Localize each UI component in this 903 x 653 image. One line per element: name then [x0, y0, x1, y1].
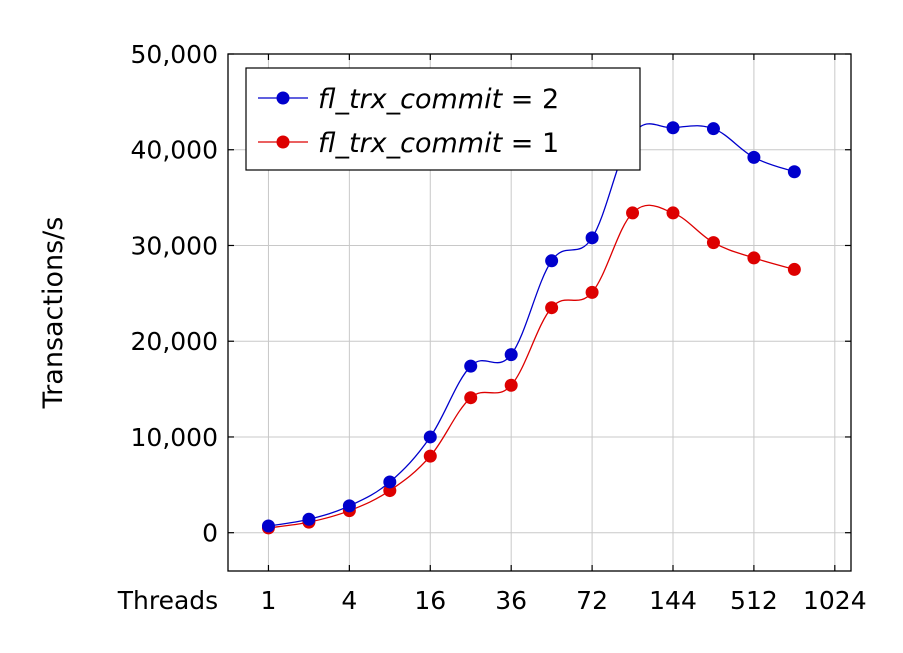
legend-label-part: = 2 — [502, 84, 559, 115]
legend-label-part: _ — [386, 128, 401, 159]
y-tick-label: 20,000 — [131, 327, 218, 356]
data-point — [787, 165, 801, 179]
data-point — [464, 391, 478, 405]
legend-marker — [276, 135, 290, 149]
x-tick-label: 72 — [576, 586, 608, 615]
data-point — [706, 236, 720, 250]
legend-box — [245, 67, 641, 171]
data-point — [383, 475, 397, 489]
data-point — [787, 262, 801, 276]
x-tick-label: 144 — [649, 586, 697, 615]
y-tick-label: 0 — [202, 519, 218, 548]
data-point — [706, 122, 720, 136]
y-tick-labels: 0 10,000 20,000 30,000 40,000 50,000 — [131, 40, 218, 548]
legend-label-part: commit — [400, 84, 503, 115]
legend-marker — [276, 91, 290, 105]
x-tick-label: 1024 — [803, 586, 867, 615]
legend-label-part: = 1 — [502, 128, 559, 159]
x-axis-prefix-label: Threads — [117, 586, 218, 615]
x-tick-label: 36 — [495, 586, 527, 615]
legend-label-part: _ — [334, 128, 349, 159]
legend-label-part: trx — [349, 128, 388, 159]
data-point — [545, 301, 559, 315]
y-axis-label: Transactions/s — [38, 217, 69, 410]
x-tick-label: 1 — [261, 586, 277, 615]
plot-frame — [227, 53, 852, 572]
legend-label-part: fl — [318, 128, 336, 159]
series-layer — [261, 121, 801, 535]
x-tick-label: 4 — [341, 586, 357, 615]
data-point — [666, 206, 680, 220]
legend-label-part: commit — [400, 128, 503, 159]
legend-item-1: fl_trx_commit = 2 — [258, 84, 559, 115]
data-point — [747, 251, 761, 265]
data-point — [261, 519, 275, 533]
data-point — [545, 254, 559, 268]
data-point — [626, 206, 640, 220]
legend-label: fl_trx_commit = 1 — [318, 128, 559, 159]
y-tick-label: 30,000 — [131, 231, 218, 260]
data-point — [464, 359, 478, 373]
data-point — [423, 430, 437, 444]
legend-item-2: fl_trx_commit = 1 — [258, 128, 559, 159]
legend: fl_trx_commit = 2fl_trx_commit = 1 — [245, 67, 641, 171]
legend-label-part: _ — [334, 84, 349, 115]
legend-label-part: _ — [386, 84, 401, 115]
series-2 — [261, 204, 801, 535]
legend-label-part: trx — [349, 84, 388, 115]
x-tick-label: 16 — [414, 586, 446, 615]
x-tick-labels: 1 4 16 36 72 144 512 1024 Threads — [117, 586, 867, 615]
x-tick-label: 512 — [730, 586, 778, 615]
series-line — [268, 204, 795, 529]
data-point — [585, 231, 599, 245]
series-1 — [261, 121, 801, 533]
y-tick-label: 10,000 — [131, 423, 218, 452]
y-tick-label: 40,000 — [131, 136, 218, 165]
data-point — [342, 499, 356, 513]
data-point — [504, 378, 518, 392]
data-point — [423, 449, 437, 463]
legend-label-part: fl — [318, 84, 336, 115]
data-point — [585, 285, 599, 299]
data-point — [504, 348, 518, 362]
data-point — [666, 121, 680, 135]
series-line — [268, 123, 795, 527]
data-point — [747, 150, 761, 164]
data-point — [302, 512, 316, 526]
axis-ticks — [228, 53, 851, 571]
legend-label: fl_trx_commit = 2 — [318, 84, 559, 115]
y-tick-label: 50,000 — [131, 40, 218, 69]
